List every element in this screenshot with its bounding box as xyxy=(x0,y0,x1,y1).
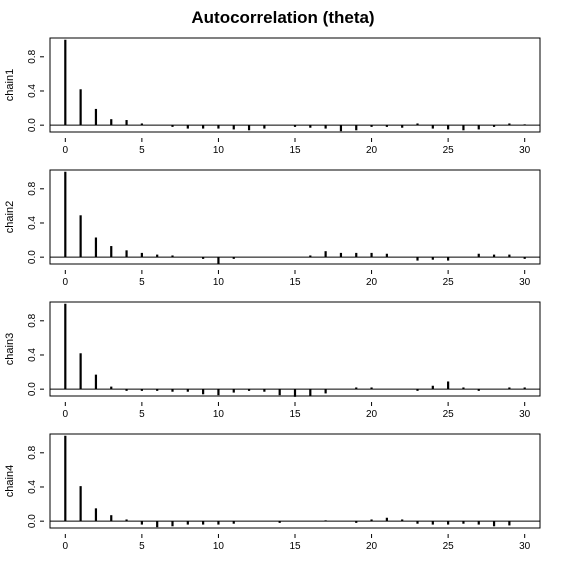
y-tick-label: 0.0 xyxy=(27,118,38,132)
x-tick-label: 30 xyxy=(519,145,531,156)
y-tick-label: 0.4 xyxy=(27,348,38,362)
x-tick-label: 0 xyxy=(63,541,69,552)
x-tick-label: 10 xyxy=(213,409,225,420)
panel-chain2: 0 5 10 15 20 25 30 0.0 0.4 0.8 chain2 xyxy=(4,169,541,288)
y-tick-label: 0.8 xyxy=(27,313,38,327)
x-tick-label: 5 xyxy=(139,541,145,552)
y-tick-label: 0.8 xyxy=(27,49,38,63)
x-tick-label: 10 xyxy=(213,145,225,156)
x-tick-label: 15 xyxy=(289,277,301,288)
x-tick-label: 20 xyxy=(366,541,378,552)
x-tick-label: 15 xyxy=(289,145,301,156)
x-tick-label: 25 xyxy=(443,145,455,156)
x-tick-label: 20 xyxy=(366,409,378,420)
x-tick-label: 15 xyxy=(289,409,301,420)
plot-frame xyxy=(49,169,541,265)
x-tick-label: 30 xyxy=(519,541,531,552)
x-tick-label: 25 xyxy=(443,409,455,420)
panel-chain1: 0 5 10 15 20 25 30 0.0 0.4 0.8 chain1 xyxy=(4,37,541,156)
y-tick-label: 0.4 xyxy=(27,480,38,494)
y-tick-label: 0.8 xyxy=(27,181,38,195)
x-tick-label: 0 xyxy=(63,145,69,156)
x-tick-label: 5 xyxy=(139,409,145,420)
y-axis-label: chain4 xyxy=(4,465,16,497)
x-tick-label: 20 xyxy=(366,145,378,156)
plot-frame xyxy=(49,37,541,133)
chart-title: Autocorrelation (theta) xyxy=(191,8,374,27)
y-tick-label: 0.8 xyxy=(27,445,38,459)
panel-chain4: 0 5 10 15 20 25 30 0.0 0.4 0.8 chain4 xyxy=(4,433,541,552)
x-tick-label: 0 xyxy=(63,409,69,420)
panel-chain3: 0 5 10 15 20 25 30 0.0 0.4 0.8 chain3 xyxy=(4,301,541,420)
x-tick-label: 10 xyxy=(213,541,225,552)
x-tick-label: 25 xyxy=(443,541,455,552)
x-tick-label: 20 xyxy=(366,277,378,288)
x-tick-label: 30 xyxy=(519,409,531,420)
y-tick-label: 0.4 xyxy=(27,216,38,230)
y-tick-label: 0.0 xyxy=(27,250,38,264)
x-tick-label: 5 xyxy=(139,145,145,156)
x-tick-label: 15 xyxy=(289,541,301,552)
y-axis-label: chain2 xyxy=(4,201,16,233)
y-tick-label: 0.4 xyxy=(27,84,38,98)
y-tick-label: 0.0 xyxy=(27,514,38,528)
x-tick-label: 5 xyxy=(139,277,145,288)
x-tick-label: 0 xyxy=(63,277,69,288)
x-tick-label: 30 xyxy=(519,277,531,288)
y-tick-label: 0.0 xyxy=(27,382,38,396)
plot-frame xyxy=(49,301,541,397)
y-axis-label: chain1 xyxy=(4,69,16,101)
x-tick-label: 25 xyxy=(443,277,455,288)
plot-frame xyxy=(49,433,541,529)
y-axis-label: chain3 xyxy=(4,333,16,365)
x-tick-label: 10 xyxy=(213,277,225,288)
